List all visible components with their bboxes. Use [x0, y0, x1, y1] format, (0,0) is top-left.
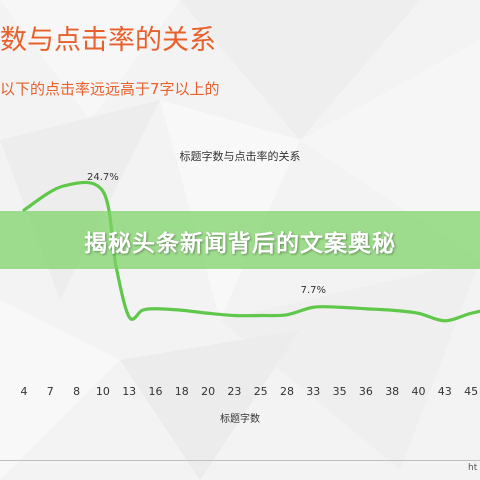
- x-tick-label: 16: [149, 385, 163, 398]
- data-label: 7.7%: [301, 285, 326, 296]
- title-banner: [0, 211, 480, 269]
- x-tick-label: 35: [333, 385, 347, 398]
- x-tick-label: 43: [438, 385, 452, 398]
- banner-text: 揭秘头条新闻背后的文案奥秘: [84, 231, 396, 257]
- x-tick-label: 18: [175, 385, 189, 398]
- x-tick-label: 38: [385, 385, 399, 398]
- x-tick-label: 20: [201, 385, 215, 398]
- footer-text: ht: [468, 463, 478, 473]
- x-tick-label: 8: [73, 385, 80, 398]
- series-line: [22, 180, 480, 323]
- slide-title: 数与点击率的关系: [0, 25, 216, 56]
- x-tick-label: 40: [412, 385, 426, 398]
- x-tick-label: 25: [254, 385, 268, 398]
- x-tick-label: 36: [359, 385, 373, 398]
- x-tick-label: 13: [122, 385, 136, 398]
- footer-divider: [0, 460, 480, 461]
- x-tick-label: 28: [280, 385, 294, 398]
- x-tick-label: 33: [306, 385, 320, 398]
- slide-subtitle: 以下的点击率远远高于7字以上的: [0, 80, 220, 98]
- x-tick-label: 4: [21, 385, 28, 398]
- x-tick-label: 45: [464, 385, 478, 398]
- x-tick-label: 10: [96, 385, 110, 398]
- chart-title: 标题字数与点击率的关系: [179, 150, 301, 163]
- x-axis-title: 标题字数: [220, 414, 260, 425]
- data-label: 24.7%: [87, 172, 119, 183]
- x-tick-label: 7: [47, 385, 54, 398]
- x-tick-label: 23: [227, 385, 241, 398]
